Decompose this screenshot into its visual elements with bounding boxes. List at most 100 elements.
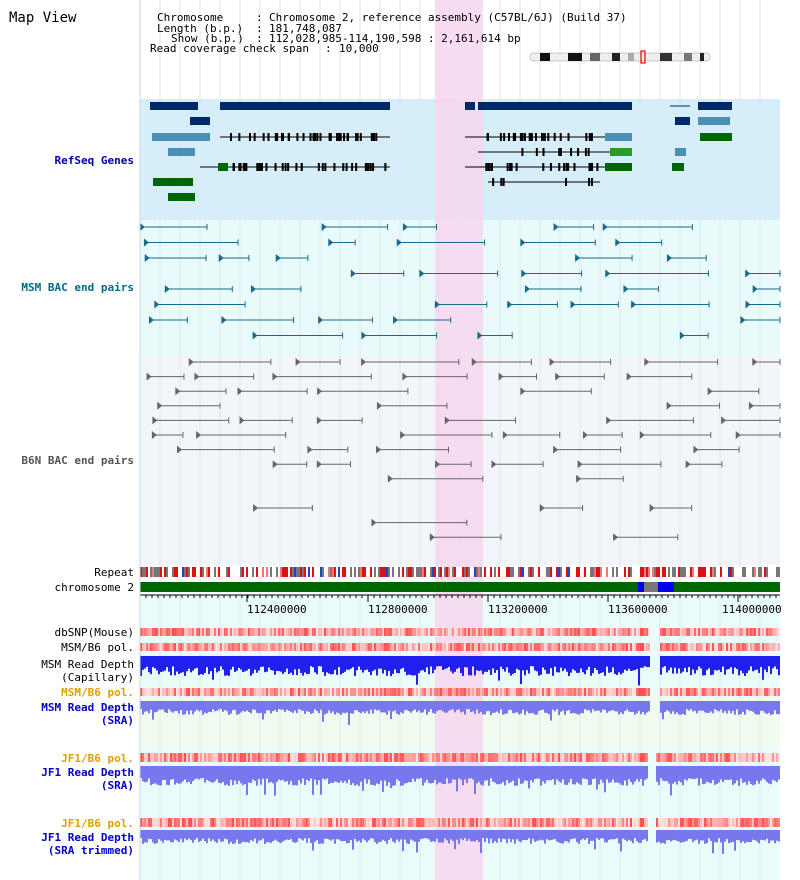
dbsnp-heat-cell bbox=[398, 628, 400, 636]
msm-b6-pol-sra-heat-cell bbox=[226, 688, 228, 696]
msm-b6-pol-sra-heat-cell bbox=[180, 688, 182, 696]
repeat-element bbox=[164, 567, 166, 577]
msm-b6-pol-sra-heat-cell bbox=[384, 688, 386, 696]
jf1-b6-pol-heat-cell bbox=[422, 753, 424, 762]
jf1-b6-pol-2-heat-cell bbox=[434, 818, 436, 827]
msm-depth-cap-bar bbox=[326, 656, 328, 673]
msm-b6-pol-sra-heat-cell bbox=[478, 688, 480, 696]
jf1-b6-pol-2-heat-cell bbox=[140, 818, 142, 827]
repeat-element bbox=[360, 567, 362, 577]
jf1-depth-trim-bar bbox=[764, 830, 766, 841]
b6n-bac-pair-end bbox=[361, 358, 367, 366]
jf1-depth-sra-bar bbox=[418, 766, 420, 779]
msm-b6-pol-heat-cell bbox=[624, 643, 626, 651]
msm-depth-sra-bar bbox=[244, 701, 246, 712]
gene-exon bbox=[265, 163, 268, 171]
jf1-b6-pol-heat-cell bbox=[240, 753, 242, 762]
msm-b6-pol-sra-heat-cell bbox=[286, 688, 288, 696]
msm-depth-cap-bar bbox=[578, 656, 580, 673]
msm-b6-pol-sra-heat-cell bbox=[752, 688, 754, 696]
jf1-depth-trim-bar bbox=[466, 830, 468, 841]
dbsnp-heat-cell bbox=[188, 628, 190, 636]
msm-depth-cap-bar bbox=[250, 656, 252, 676]
msm-depth-sra-bar bbox=[464, 701, 466, 715]
jf1-b6-pol-2-heat-cell bbox=[334, 818, 336, 827]
jf1-depth-sra-bar bbox=[778, 766, 780, 780]
jf1-depth-sra-bar bbox=[174, 766, 176, 785]
repeat-element bbox=[432, 567, 434, 577]
msm-depth-cap-bar bbox=[528, 656, 530, 674]
jf1-b6-pol-heat-cell bbox=[246, 753, 248, 762]
msm-b6-pol-sra-heat-cell bbox=[316, 688, 318, 696]
msm-depth-sra-bar bbox=[746, 701, 748, 710]
msm-b6-pol-heat-cell bbox=[724, 643, 726, 651]
msm-depth-sra-bar bbox=[184, 701, 186, 715]
msm-b6-pol-heat-cell bbox=[580, 643, 582, 651]
jf1-depth-trim-bar bbox=[716, 830, 718, 843]
jf1-depth-sra-bar bbox=[344, 766, 346, 782]
dbsnp-heat-cell bbox=[320, 628, 322, 636]
msm-b6-pol-sra-heat-cell bbox=[540, 688, 542, 696]
msm-depth-cap-bar bbox=[334, 656, 336, 670]
msm-depth-sra-bar bbox=[282, 701, 284, 710]
msm-b6-pol-sra-heat-cell bbox=[644, 688, 646, 696]
jf1-b6-pol-2-heat-cell bbox=[432, 818, 434, 827]
jf1-b6-pol-2-heat-cell bbox=[408, 818, 410, 827]
jf1-depth-trim-bar bbox=[178, 830, 180, 843]
jf1-depth-trim-bar bbox=[272, 830, 274, 842]
msm-depth-sra-bar bbox=[308, 701, 310, 712]
msm-b6-pol-sra-heat-cell bbox=[250, 688, 252, 696]
msm-b6-pol-heat-cell bbox=[266, 643, 268, 651]
msm-b6-pol-heat-cell bbox=[186, 643, 188, 651]
msm-depth-cap-bar bbox=[158, 656, 160, 675]
repeat-element bbox=[280, 567, 282, 577]
jf1-depth-sra-bar bbox=[326, 766, 328, 779]
jf1-b6-pol-2-heat-cell bbox=[326, 818, 328, 827]
jf1-b6-pol-heat-cell bbox=[692, 753, 694, 762]
msm-bac-pair-end bbox=[275, 254, 281, 262]
refseq-gene bbox=[218, 163, 228, 171]
msm-bac-pair-end bbox=[575, 254, 581, 262]
jf1-depth-trim-bar bbox=[356, 830, 358, 842]
jf1-b6-pol-heat-cell bbox=[578, 753, 580, 762]
gene-exon-block bbox=[698, 117, 730, 125]
msm-b6-pol-sra-heat-cell bbox=[348, 688, 350, 696]
jf1-depth-sra-bar bbox=[442, 766, 444, 785]
jf1-depth-trim-bar bbox=[712, 830, 714, 854]
jf1-depth-trim-bar bbox=[770, 830, 772, 841]
msm-b6-pol-sra-heat-cell bbox=[552, 688, 554, 696]
jf1-depth-sra-bar bbox=[236, 766, 238, 785]
jf1-depth-sra-bar bbox=[310, 766, 312, 779]
gene-exon bbox=[565, 163, 568, 171]
jf1-depth-trim-bar bbox=[300, 830, 302, 840]
jf1-b6-pol-heat-cell bbox=[738, 753, 740, 762]
msm-b6-pol-heat-cell bbox=[254, 643, 256, 651]
jf1-depth-trim-bar bbox=[292, 830, 294, 842]
axis-tick-label: 114000000 bbox=[722, 603, 782, 616]
jf1-b6-pol-2-heat-cell bbox=[228, 818, 230, 827]
msm-b6-pol-sra-heat-cell bbox=[642, 688, 644, 696]
jf1-depth-trim-bar bbox=[502, 830, 504, 839]
jf1-b6-pol-heat-cell bbox=[698, 753, 700, 762]
msm-b6-pol-heat-cell bbox=[402, 643, 404, 651]
msm-b6-pol-sra-heat-cell bbox=[514, 688, 516, 696]
jf1-b6-pol-2-heat-cell bbox=[246, 818, 248, 827]
repeat-element bbox=[322, 567, 324, 577]
jf1-depth-trim-bar bbox=[284, 830, 286, 841]
gene-exon-block bbox=[700, 133, 732, 141]
msm-depth-cap-bar bbox=[168, 656, 170, 672]
msm-depth-cap-bar bbox=[286, 656, 288, 669]
msm-b6-pol-sra-heat-cell bbox=[612, 688, 614, 696]
repeat-element bbox=[776, 567, 778, 577]
jf1-b6-pol-heat-cell bbox=[614, 753, 616, 762]
msm-b6-pol-sra-heat-cell bbox=[512, 688, 514, 696]
jf1-b6-pol-heat-cell bbox=[438, 753, 440, 762]
jf1-b6-pol-2-heat-cell bbox=[216, 818, 218, 827]
jf1-depth-trim-bar bbox=[330, 830, 332, 841]
msm-b6-pol-heat-cell bbox=[252, 643, 254, 651]
dbsnp-heat-cell bbox=[458, 628, 460, 636]
jf1-b6-pol-heat-cell bbox=[258, 753, 260, 762]
msm-b6-pol-heat-cell bbox=[366, 643, 368, 651]
jf1-depth-sra-bar bbox=[704, 766, 706, 784]
jf1-b6-pol-heat-cell bbox=[206, 753, 208, 762]
